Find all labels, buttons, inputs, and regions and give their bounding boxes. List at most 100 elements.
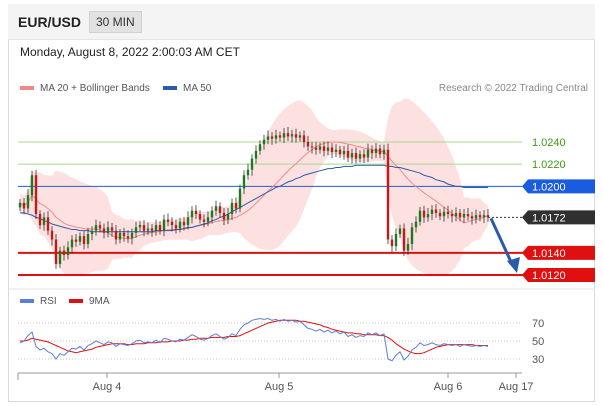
rsi-level-label-50: 50 xyxy=(532,336,544,348)
candle-body xyxy=(482,215,486,218)
candle-body xyxy=(70,239,74,248)
candle-body xyxy=(186,217,190,226)
candle-body xyxy=(394,233,398,247)
candle-body xyxy=(402,228,406,251)
candle-body xyxy=(478,215,482,218)
candle-body xyxy=(198,214,202,220)
ma20-swatch xyxy=(20,86,34,91)
candle-body xyxy=(122,232,126,237)
candle-body xyxy=(146,228,150,231)
candle-body xyxy=(350,153,354,158)
candle-body xyxy=(86,233,90,244)
candle-body xyxy=(166,219,170,222)
candle-body xyxy=(330,147,334,152)
candle-body xyxy=(126,236,130,239)
candle-body xyxy=(266,136,270,140)
symbol-title: EUR/USD xyxy=(18,14,82,30)
candle-body xyxy=(38,214,42,226)
level-tag-1.0140 xyxy=(522,245,595,260)
candle-body xyxy=(262,139,266,145)
legend-9ma: 9MA xyxy=(69,296,110,307)
candle-body xyxy=(174,225,178,229)
research-credit: Research © 2022 Trading Central xyxy=(438,83,588,94)
candle-body xyxy=(46,217,50,231)
candle-body xyxy=(442,211,446,217)
candle-body xyxy=(362,154,366,158)
candle-body xyxy=(54,239,58,264)
candle-body xyxy=(150,228,154,231)
candle-body xyxy=(374,148,378,154)
candle-body xyxy=(102,228,106,233)
candle-body xyxy=(462,214,466,218)
candle-body xyxy=(226,214,230,220)
candle-body xyxy=(50,230,54,240)
x-tick-label-Aug-5: Aug 5 xyxy=(265,381,294,393)
candle-body xyxy=(458,212,462,218)
candle-body xyxy=(218,206,222,213)
candle-body xyxy=(414,221,418,228)
rsi-level-label-30: 30 xyxy=(532,354,544,366)
candle-body xyxy=(114,230,118,240)
candle-body xyxy=(446,211,450,215)
candle-body xyxy=(18,202,22,208)
candle-body xyxy=(342,150,346,155)
candle-body xyxy=(170,221,174,226)
legend-ma20-label: MA 20 + Bollinger Bands xyxy=(40,83,150,94)
candle-body xyxy=(134,227,138,233)
candle-body xyxy=(290,134,294,137)
candle-body xyxy=(194,210,198,215)
candle-body xyxy=(94,225,98,231)
rsi-line xyxy=(19,317,489,362)
candle-body xyxy=(422,210,426,218)
forecast-arrow xyxy=(489,217,514,265)
candle-body xyxy=(474,215,478,219)
candle-body xyxy=(366,149,370,158)
level-tag-1.0200 xyxy=(522,179,595,194)
candle-body xyxy=(318,146,322,150)
ma9-swatch xyxy=(69,299,83,304)
level-label-1.0140: 1.0140 xyxy=(532,248,566,260)
ma50-line xyxy=(20,164,488,233)
level-label-1.0120: 1.0120 xyxy=(532,270,566,282)
candle-body xyxy=(286,133,290,137)
candle-body xyxy=(66,247,70,256)
candle-body xyxy=(298,135,302,138)
timeframe-badge[interactable]: 30 MIN xyxy=(89,11,142,33)
candle-body xyxy=(470,216,474,219)
candle-body xyxy=(178,221,182,229)
candle-body xyxy=(386,149,390,240)
candle-body xyxy=(74,239,78,242)
legend-9ma-label: 9MA xyxy=(89,296,110,307)
candle-body xyxy=(306,142,310,147)
legend-rsi-label: RSI xyxy=(40,296,57,307)
candle-body xyxy=(210,210,214,218)
candle-body xyxy=(354,153,358,159)
candle-body xyxy=(182,221,186,226)
candle-body xyxy=(358,154,362,159)
candle-body xyxy=(238,188,242,209)
candle-body xyxy=(322,146,326,151)
candle-body xyxy=(410,227,414,244)
rsi-level-label-70: 70 xyxy=(532,318,544,330)
candle-body xyxy=(406,243,410,251)
level-tag-1.0172 xyxy=(522,210,595,225)
ma20-line xyxy=(19,141,489,240)
candle-body xyxy=(142,225,146,231)
candle-body xyxy=(486,215,490,218)
candle-body xyxy=(454,212,458,217)
candle-body xyxy=(34,175,38,215)
candle-body xyxy=(378,148,382,155)
candle-body xyxy=(430,209,434,215)
candle-body xyxy=(326,147,330,151)
candle-body xyxy=(190,210,194,218)
candle-body xyxy=(334,149,338,152)
forecast-arrowhead xyxy=(507,257,520,273)
candle-body xyxy=(246,169,250,176)
x-tick-label-Aug-17: Aug 17 xyxy=(499,381,534,393)
candle-body xyxy=(158,225,162,231)
candle-body xyxy=(154,225,158,231)
candle-body xyxy=(106,227,110,233)
candle-body xyxy=(370,149,374,154)
candle-body xyxy=(242,175,246,189)
candle-body xyxy=(90,230,94,234)
